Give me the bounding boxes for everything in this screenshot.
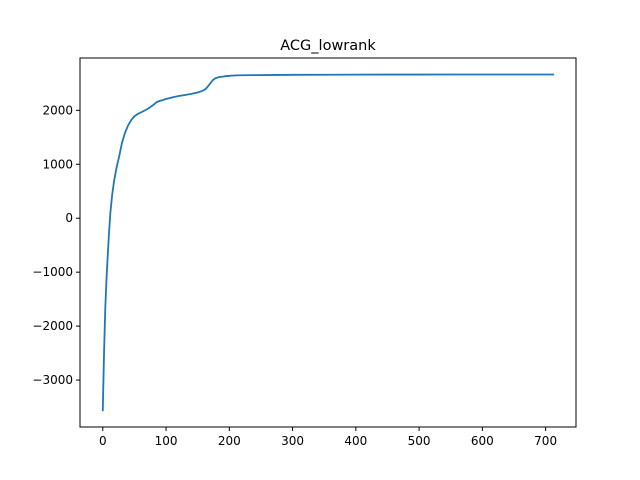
series-layer [101,73,555,412]
x-tick-label: 200 [218,434,241,448]
y-tick-label: −3000 [32,373,73,387]
y-axis: −3000 −2000 −1000 0 1000 2000 [32,103,80,387]
y-tick-label: 2000 [42,103,73,117]
x-axis: 0 100 200 300 400 500 600 700 [99,427,557,448]
chart-title: ACG_lowrank [280,38,376,54]
x-tick-label: 100 [155,434,178,448]
x-tick-label: 300 [281,434,304,448]
y-tick-label: −1000 [32,265,73,279]
x-tick-label: 0 [99,434,107,448]
x-tick-label: 400 [344,434,367,448]
x-tick-label: 700 [534,434,557,448]
series-line [101,73,555,412]
x-tick-label: 600 [471,434,494,448]
y-tick-label: 1000 [42,157,73,171]
x-tick-label: 500 [408,434,431,448]
y-tick-label: 0 [65,211,73,225]
plot-frame [79,57,577,428]
y-tick-label: −2000 [32,319,73,333]
